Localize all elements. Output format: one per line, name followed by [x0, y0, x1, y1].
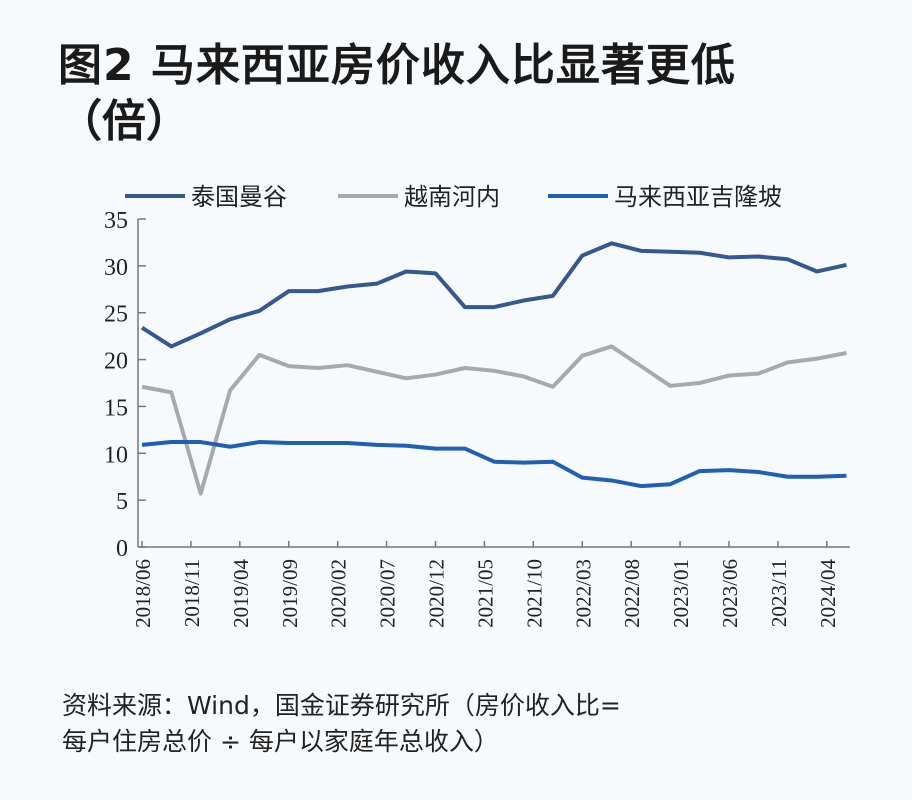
y-tick-label: 10: [104, 442, 128, 468]
series-line-0: [140, 241, 847, 349]
x-tick-label: 2020/02: [327, 559, 351, 628]
x-tick-label: 2022/08: [620, 559, 644, 628]
source-note: 资料来源：Wind，国金证券研究所（房价收入比= 每户住房总价 ÷ 每户以家庭年…: [62, 688, 621, 760]
x-tick-label: 2019/04: [229, 559, 253, 628]
source-line-1: 资料来源：Wind，国金证券研究所（房价收入比=: [62, 691, 621, 720]
y-tick-label: 5: [116, 489, 128, 515]
x-tick-label: 2023/06: [718, 559, 742, 628]
legend-label: 马来西亚吉隆坡: [614, 183, 782, 211]
x-tick-label: 2020/12: [425, 559, 449, 628]
x-tick-label: 2018/11: [180, 559, 204, 627]
x-tick-label: 2023/11: [767, 559, 791, 627]
x-tick-label: 2018/06: [131, 559, 155, 628]
y-tick-label: 35: [104, 208, 128, 234]
series-line-2: [141, 440, 847, 489]
x-tick-label: 2021/05: [473, 559, 497, 628]
chart-title: 图2 马来西亚房价收入比显著更低: [58, 40, 736, 91]
y-tick-label: 0: [116, 536, 128, 562]
chart-title-unit: （倍）: [58, 96, 190, 147]
legend-label: 越南河内: [404, 183, 500, 211]
x-tick-label: 2024/04: [816, 559, 840, 628]
y-tick-label: 30: [104, 255, 128, 281]
y-tick-label: 20: [104, 349, 128, 375]
y-tick-label: 25: [104, 302, 128, 328]
x-tick-label: 2020/07: [376, 559, 400, 628]
x-tick-label: 2023/01: [669, 559, 693, 628]
legend-label: 泰国曼谷: [191, 183, 287, 211]
x-tick-label: 2019/09: [278, 559, 302, 628]
x-tick-label: 2022/03: [571, 559, 595, 628]
source-line-2: 每户住房总价 ÷ 每户以家庭年总收入）: [62, 727, 499, 756]
x-tick-label: 2021/10: [522, 559, 546, 628]
y-tick-label: 15: [104, 395, 128, 421]
